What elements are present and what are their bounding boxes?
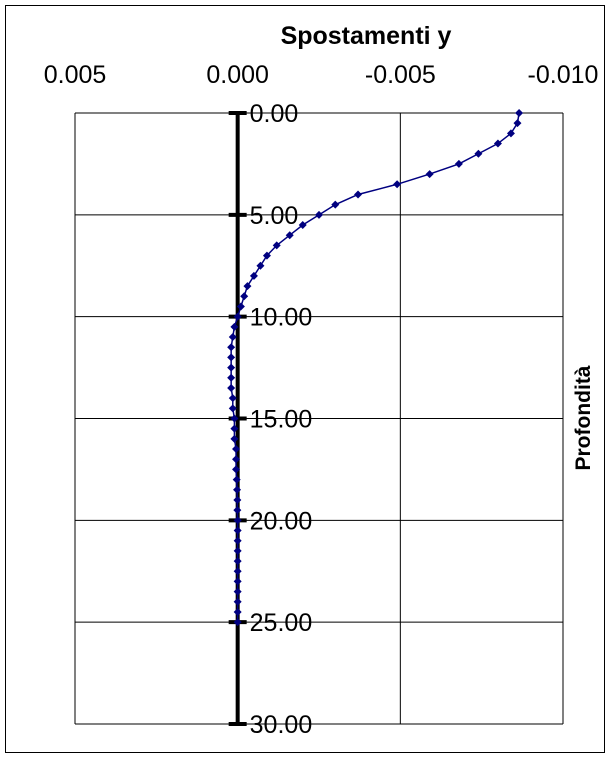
y-axis-label: Profondità (572, 365, 595, 470)
data-point (233, 312, 242, 321)
data-point (249, 271, 258, 280)
y-tick-label: 0.00 (250, 100, 299, 128)
data-point (233, 607, 242, 616)
x-tick-label: 0.000 (206, 61, 269, 89)
data-point (227, 353, 236, 362)
data-point (315, 210, 323, 219)
y-tick-label: 15.00 (250, 406, 313, 434)
data-point (243, 282, 252, 291)
data-point (233, 577, 242, 586)
data-point (474, 149, 483, 158)
data-point (272, 241, 281, 250)
data-point (232, 455, 241, 464)
data-point (393, 180, 402, 189)
data-point (227, 343, 236, 352)
data-point (233, 516, 242, 525)
data-point (230, 434, 239, 443)
data-point (230, 414, 239, 423)
data-point (227, 363, 236, 372)
data-point (233, 546, 242, 555)
data-point (493, 139, 502, 148)
data-point (236, 302, 245, 311)
data-point (228, 404, 237, 413)
data-point (256, 261, 265, 270)
data-point (262, 251, 271, 260)
data-point (233, 536, 242, 545)
y-tick-label: 20.00 (250, 507, 313, 535)
x-tick-label: -0.005 (365, 61, 436, 89)
y-tick-label: 25.00 (250, 609, 313, 637)
data-point (298, 221, 307, 230)
data-point (233, 526, 242, 535)
data-point (425, 170, 434, 179)
data-point (232, 475, 241, 484)
data-point (513, 119, 522, 128)
data-point (515, 109, 524, 117)
data-point (233, 597, 242, 606)
data-point (228, 333, 237, 342)
data-point (454, 159, 463, 168)
y-tick-label: 5.00 (250, 202, 299, 230)
data-point (227, 373, 236, 382)
data-point (233, 567, 242, 576)
data-point (331, 200, 340, 209)
data-point (233, 485, 242, 494)
chart-title: Spostamenti y (281, 22, 452, 50)
data-point (233, 618, 242, 627)
data-point (228, 394, 237, 403)
data-point (232, 445, 241, 454)
data-point (233, 587, 242, 596)
x-tick-label: 0.005 (44, 61, 107, 89)
data-point (233, 506, 242, 515)
data-point (230, 424, 239, 433)
data-point (227, 383, 236, 392)
data-point (233, 557, 242, 566)
data-point (506, 129, 515, 138)
x-tick-label: -0.010 (528, 61, 599, 89)
chart-area (5, 5, 605, 753)
data-point (354, 190, 363, 199)
data-point (230, 322, 239, 331)
data-point (240, 292, 249, 301)
data-point (233, 495, 242, 504)
data-point (232, 465, 241, 474)
y-tick-label: 10.00 (250, 304, 313, 332)
data-point (285, 231, 294, 240)
series-line (230, 112, 520, 623)
y-tick-label: 30.00 (250, 711, 313, 739)
